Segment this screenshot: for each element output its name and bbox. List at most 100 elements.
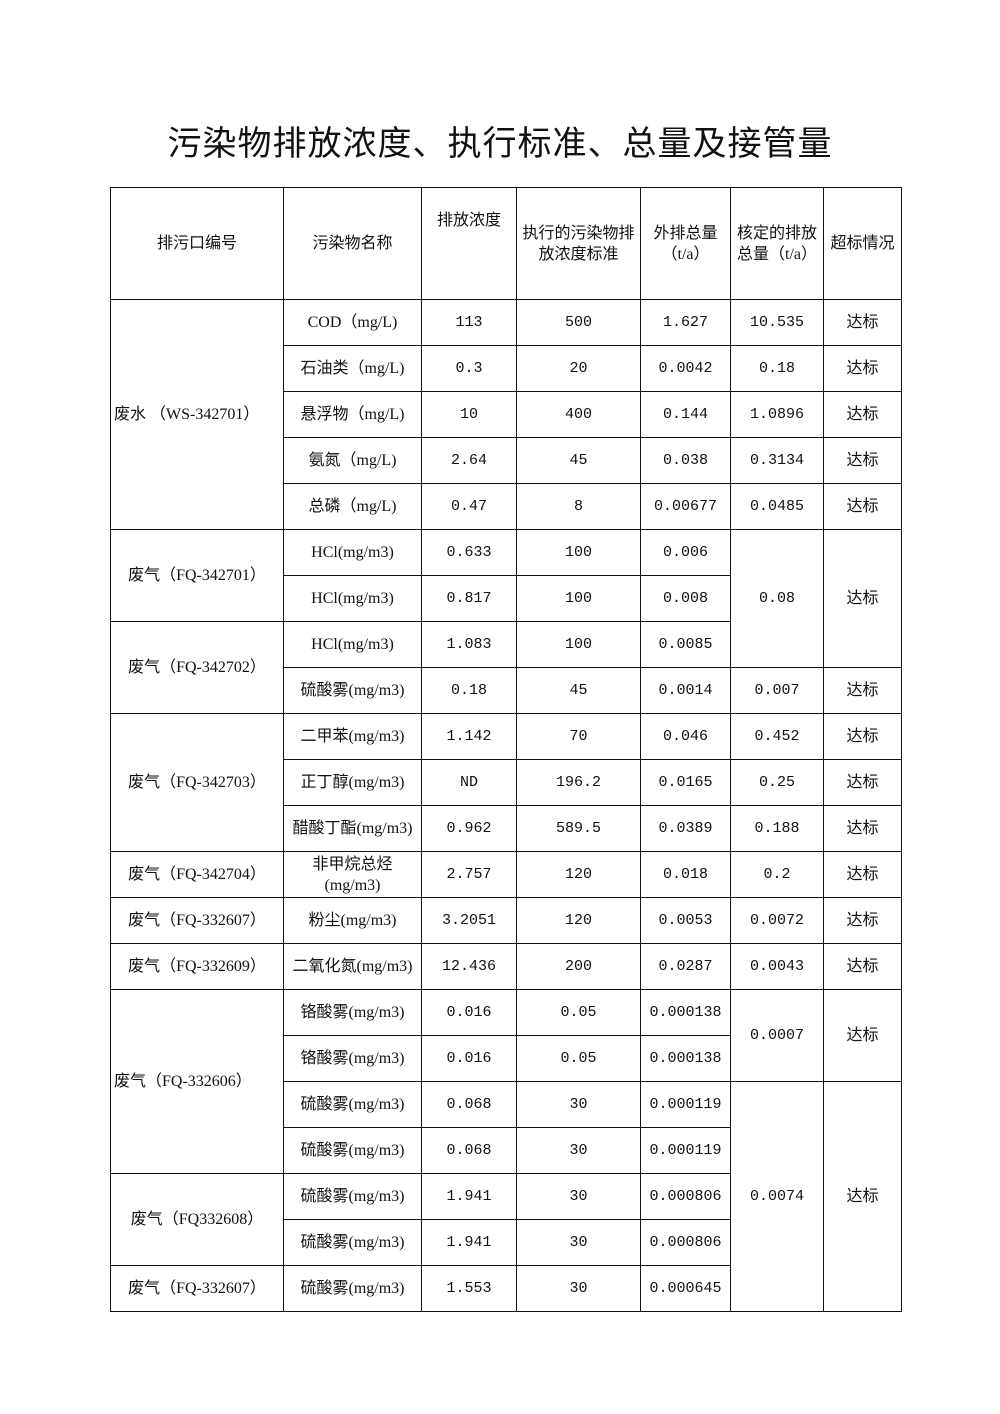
standard: 120 [516,897,641,944]
pollutant-name: 二氧化氮(mg/m3) [283,943,422,990]
approved-total: 0.25 [730,759,824,806]
concentration: 1.553 [421,1265,517,1312]
standard: 0.05 [516,1035,641,1082]
concentration: ND [421,759,517,806]
concentration: 1.941 [421,1173,517,1220]
concentration: 0.633 [421,529,517,576]
emission: 0.0085 [640,621,731,668]
concentration: 2.64 [421,437,517,484]
approved-total: 0.188 [730,805,824,852]
standard: 100 [516,621,641,668]
status: 达标 [823,345,902,392]
table-row: 废气（FQ-332606） 铬酸雾(mg/m3) 0.016 0.05 0.000138… [110,989,902,1174]
outlet-name: 废气（FQ-332607） [110,897,284,944]
status: 达标 [823,529,902,668]
concentration: 12.436 [421,943,517,990]
pollutant-name: 铬酸雾(mg/m3) [283,1035,422,1082]
emission: 0.0042 [640,345,731,392]
approved-total: 0.0007 [730,989,824,1082]
status: 达标 [823,437,902,484]
standard: 196.2 [516,759,641,806]
emission: 0.000138 [640,989,731,1036]
outlet-name: 废气（FQ332608） [110,1173,284,1266]
table-row: 废气（FQ-342701） HCl(mg/m3) 0.633 100 0.006 0.08… [110,529,902,668]
approved-total: 0.08 [730,529,824,668]
concentration: 0.068 [421,1081,517,1128]
table-row: 悬浮物（mg/L) 10 400 0.144 1.0896 达标 [111,391,902,438]
pollutant-name: 石油类（mg/L) [283,345,422,392]
approved-total: 0.2 [730,851,824,898]
emission: 0.006 [640,529,731,576]
standard: 8 [516,483,641,530]
standard: 30 [516,1265,641,1312]
header-emission: 外排总量（t/a） [640,187,731,300]
table-row: 石油类（mg/L) 0.3 20 0.0042 0.18 达标 [111,345,902,392]
table-row: 醋酸丁酯(mg/m3) 0.962 589.5 0.0389 0.188 达标 [111,805,902,852]
standard: 100 [516,529,641,576]
standard: 200 [516,943,641,990]
standard: 500 [516,299,641,346]
approved-total: 1.0896 [730,391,824,438]
concentration: 1.941 [421,1219,517,1266]
standard: 120 [516,851,641,898]
emission: 0.038 [640,437,731,484]
pollutant-name: 硫酸雾(mg/m3) [283,1127,422,1174]
standard: 20 [516,345,641,392]
approved-total: 10.535 [730,299,824,346]
emission: 1.627 [640,299,731,346]
approved-total: 0.0072 [730,897,824,944]
standard: 30 [516,1081,641,1128]
table-row: 废水 （WS-342701） COD（mg/L) 113 500 1.627 10.535… [110,299,902,530]
pollutant-name: 硫酸雾(mg/m3) [283,1081,422,1128]
emission: 0.000119 [640,1081,731,1128]
concentration: 0.962 [421,805,517,852]
table-row: 废气（FQ-342702） HCl(mg/m3) 1.083 100 0.0085 [110,621,902,714]
standard: 30 [516,1127,641,1174]
emission: 0.000806 [640,1219,731,1266]
concentration: 0.47 [421,483,517,530]
pollutant-name: HCl(mg/m3) [283,529,422,576]
status: 达标 [823,391,902,438]
pollutant-name: 铬酸雾(mg/m3) [283,989,422,1036]
approved-total: 0.18 [730,345,824,392]
status: 达标 [823,1081,902,1312]
status: 达标 [823,299,902,346]
table-row: 废气（FQ-332609） 二氧化氮(mg/m3) 12.436 200 0.0287 0… [110,943,902,990]
approved-total: 0.3134 [730,437,824,484]
concentration: 0.18 [421,667,517,714]
standard: 589.5 [516,805,641,852]
status: 达标 [823,897,902,944]
header-pollutant: 污染物名称 [283,187,422,300]
outlet-name: 废气（FQ-332607） [110,1265,284,1312]
concentration: 1.083 [421,621,517,668]
status: 达标 [823,943,902,990]
approved-total: 0.452 [730,713,824,760]
pollutant-name: 正丁醇(mg/m3) [283,759,422,806]
standard: 400 [516,391,641,438]
pollutant-name: COD（mg/L) [283,299,422,346]
approved-total: 0.0043 [730,943,824,990]
concentration: 10 [421,391,517,438]
pollutant-name: 总磷（mg/L) [283,483,422,530]
pollutant-name: 硫酸雾(mg/m3) [283,1173,422,1220]
emission: 0.0053 [640,897,731,944]
pollutant-name: 二甲苯(mg/m3) [283,713,422,760]
pollutant-name: 硫酸雾(mg/m3) [283,1219,422,1266]
header-status: 超标情况 [823,187,902,300]
document-title: 污染物排放浓度、执行标准、总量及接管量 [167,126,833,163]
pollutant-name: 醋酸丁酯(mg/m3) [283,805,422,852]
table-row: 正丁醇(mg/m3) ND 196.2 0.0165 0.25 达标 [111,759,902,806]
outlet-name: 废气（FQ-332609） [110,943,284,990]
outlet-name: 废气（FQ-342701） [110,529,284,622]
emission: 0.144 [640,391,731,438]
table-row: 总磷（mg/L) 0.47 8 0.00677 0.0485 达标 [111,483,902,530]
table-row: 废气（FQ-342704） 非甲烷总烃(mg/m3) 2.757 120 0.018 0.… [110,851,902,898]
status: 达标 [823,483,902,530]
standard: 30 [516,1173,641,1220]
pollutant-name: HCl(mg/m3) [283,575,422,622]
status: 达标 [823,667,902,714]
status: 达标 [823,759,902,806]
pollutant-name: 硫酸雾(mg/m3) [283,1265,422,1312]
pollutant-name: 粉尘(mg/m3) [283,897,422,944]
emission: 0.018 [640,851,731,898]
